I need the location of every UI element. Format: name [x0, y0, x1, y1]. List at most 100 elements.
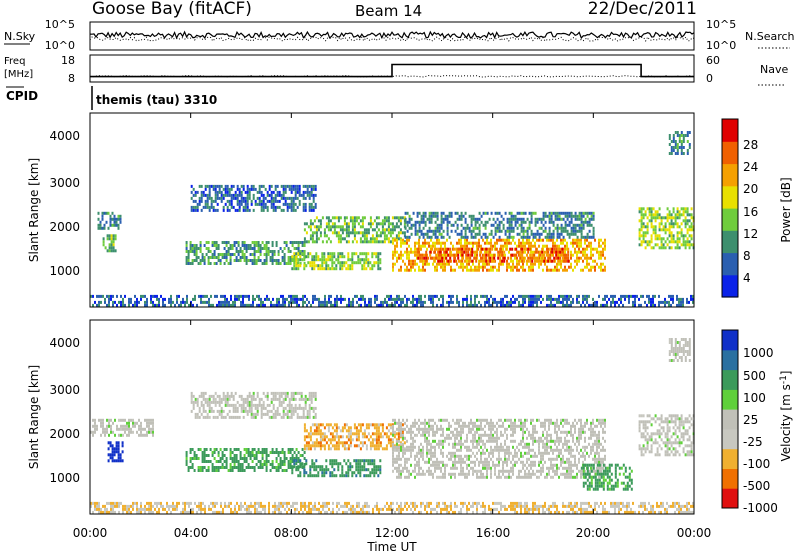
power-cells-cell	[267, 206, 269, 209]
power-cells-cell	[498, 263, 500, 266]
power-cells-cell	[134, 295, 136, 298]
power-cells-cell	[116, 295, 118, 298]
power-cells-cell	[302, 241, 304, 244]
power-cells-cell	[419, 227, 421, 230]
power-cells-cell	[277, 206, 279, 209]
power-cells-cell	[334, 225, 336, 228]
vel-cells-cell	[279, 398, 281, 401]
power-cells-cell	[276, 241, 278, 244]
power-cells-cell	[416, 304, 418, 307]
power-cells-cell	[570, 263, 572, 266]
power-cells-cell	[484, 301, 486, 304]
power-cells-cell	[227, 206, 229, 209]
power-cells-cell	[535, 251, 537, 254]
power-cells-cell	[188, 259, 190, 262]
power-cells-cell	[330, 219, 332, 222]
power-cells-cell	[98, 295, 100, 298]
power-cells-cell	[264, 244, 266, 247]
power-cells-cell	[452, 295, 454, 298]
vel-cells-cell	[310, 438, 312, 441]
power-cells-cell	[506, 269, 508, 272]
power-cells-cell	[409, 236, 411, 239]
power-cells-cell	[402, 301, 404, 304]
power-cells-cell	[366, 228, 368, 231]
vel-cells-cell	[416, 464, 418, 467]
power-cells-cell	[596, 263, 598, 266]
vel-cells-cell	[331, 471, 333, 474]
power-cells-cell	[355, 252, 357, 255]
vel-cells-cell	[128, 434, 130, 437]
power-cells-cell	[115, 237, 117, 240]
power-cells-cell	[453, 257, 455, 260]
power-cells-cell	[341, 252, 343, 255]
power-cells-cell	[314, 219, 316, 222]
vel-cells-cell	[325, 459, 327, 462]
power-cells-cell	[453, 224, 455, 227]
power-cells-cell	[527, 260, 529, 263]
power-cells-cell	[321, 258, 323, 261]
vel-cells-cell	[344, 447, 346, 450]
vel-cells-cell	[253, 416, 255, 419]
vel-cells-cell	[305, 395, 307, 398]
vel-cells-cell	[288, 463, 290, 466]
power-cells-cell	[346, 240, 348, 243]
power-cells-cell	[461, 251, 463, 254]
vel-cells-cell	[432, 425, 434, 428]
vel-cells-cell	[291, 404, 293, 407]
power-cells-cell	[667, 207, 669, 210]
power-cells-cell	[576, 251, 578, 254]
power-cells-cell	[388, 304, 390, 307]
vel-cells-cell	[340, 435, 342, 438]
vel-cells-cell	[406, 425, 408, 428]
power-cells-cell	[326, 225, 328, 228]
vel-cells-cell	[256, 454, 258, 457]
power-cbar-tick-12: 12	[743, 227, 758, 241]
vel-cells-cell	[378, 441, 380, 444]
power-cells-cell	[102, 212, 104, 215]
power-cells-cell	[288, 304, 290, 307]
power-cells-cell	[485, 248, 487, 251]
vel-cells-cell	[227, 413, 229, 416]
power-cells-cell	[174, 304, 176, 307]
power-cells-cell	[565, 260, 567, 263]
power-cells-cell	[566, 295, 568, 298]
vel-cells-cell	[277, 398, 279, 401]
vel-cells-cell	[430, 449, 432, 452]
power-cells-cell	[658, 295, 660, 298]
vel-cells-cell	[280, 463, 282, 466]
power-cells-cell	[210, 250, 212, 253]
vel-cells-cell	[262, 457, 264, 460]
power-cells-cell	[671, 222, 673, 225]
power-cells-cell	[390, 240, 392, 243]
power-cells-cell	[522, 245, 524, 248]
power-cells-cell	[394, 248, 396, 251]
vel-cells-cell	[124, 428, 126, 431]
vel-cells-cell	[257, 395, 259, 398]
power-cells-cell	[240, 304, 242, 307]
power-cells-cell	[541, 227, 543, 230]
power-cells-cell	[493, 254, 495, 257]
vel-cells-cell	[377, 474, 379, 477]
power-cells-cell	[154, 304, 156, 307]
vel-cells-cell	[410, 434, 412, 437]
power-cells-cell	[200, 244, 202, 247]
power-cells-cell	[261, 194, 263, 197]
power-cells-cell	[533, 236, 535, 239]
power-cells-cell	[521, 218, 523, 221]
power-cells-cell	[557, 218, 559, 221]
power-cells-cell	[392, 251, 394, 254]
power-cells-cell	[488, 263, 490, 266]
power-cells-cell	[553, 230, 555, 233]
power-cells-cell	[561, 224, 563, 227]
power-cells-cell	[420, 269, 422, 272]
power-cells-cell	[469, 254, 471, 257]
power-cells-cell	[655, 216, 657, 219]
power-cells-cell	[216, 304, 218, 307]
power-cells-cell	[225, 203, 227, 206]
power-cells-cell	[398, 237, 400, 240]
power-cells-cell	[242, 244, 244, 247]
power-cells-cell	[681, 207, 683, 210]
vel-cells-cell	[261, 410, 263, 413]
vel-cells-cell	[329, 471, 331, 474]
power-cells-cell	[231, 188, 233, 191]
